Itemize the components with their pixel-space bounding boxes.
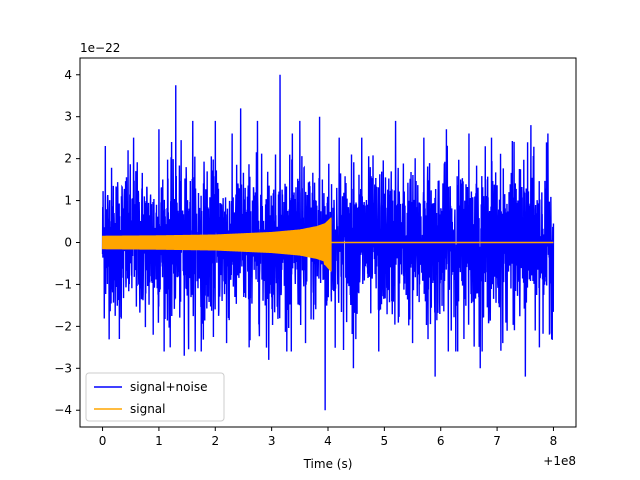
x-tick-label: 2 — [211, 434, 219, 448]
y-tick-label: −4 — [54, 403, 72, 417]
x-tick-label: 7 — [493, 434, 501, 448]
x-tick-label: 8 — [550, 434, 558, 448]
y-tick-label: −2 — [54, 319, 72, 333]
y-tick-label: 3 — [64, 110, 72, 124]
x-tick-label: 4 — [324, 434, 332, 448]
y-tick-label: 1 — [64, 194, 72, 208]
x-tick-label: 6 — [437, 434, 445, 448]
y-exponent-label: 1e−22 — [80, 41, 120, 55]
x-tick-label: 0 — [99, 434, 107, 448]
legend: signal+noise signal — [85, 372, 225, 422]
x-axis-label: Time (s) — [303, 457, 353, 471]
y-tick-label: 0 — [64, 236, 72, 250]
legend-label: signal — [130, 402, 166, 416]
y-tick-label: 4 — [64, 68, 72, 82]
x-tick-label: 1 — [155, 434, 163, 448]
y-tick-label: −3 — [54, 361, 72, 375]
legend-label: signal+noise — [130, 380, 207, 394]
x-tick-label: 5 — [381, 434, 389, 448]
y-tick-label: −1 — [54, 277, 72, 291]
x-offset-label: +1e8 — [543, 454, 576, 468]
y-tick-label: 2 — [64, 152, 72, 166]
x-tick-label: 3 — [268, 434, 276, 448]
